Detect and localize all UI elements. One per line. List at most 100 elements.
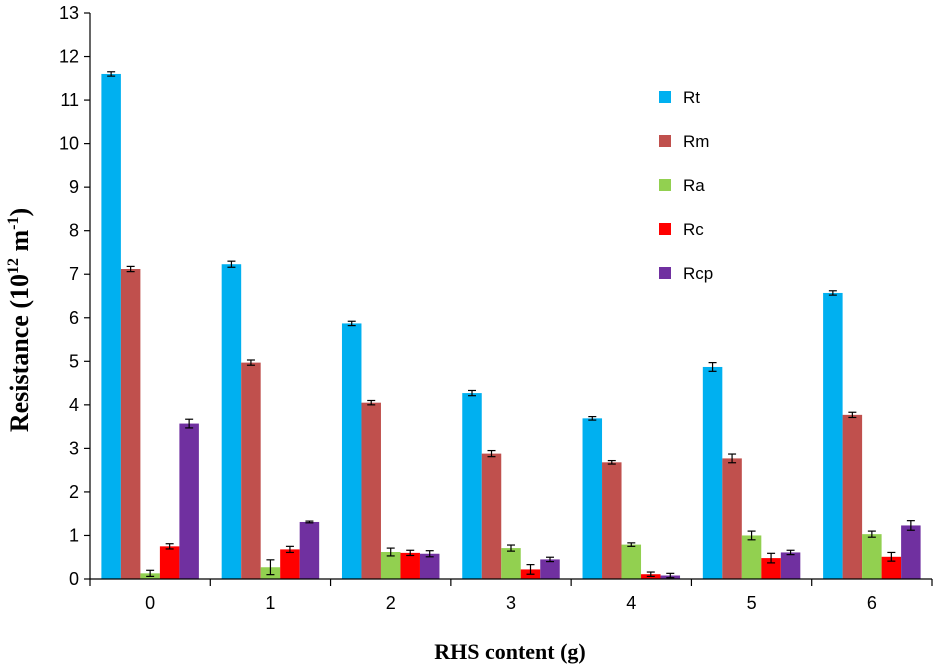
bar-rm: [722, 458, 742, 579]
legend-swatch-rc: [659, 223, 671, 235]
error-bar: [887, 551, 896, 562]
bar-rt: [341, 323, 362, 579]
error-bar: [588, 416, 597, 421]
legend-label-rt: Rt: [683, 88, 700, 107]
error-bar: [266, 559, 275, 576]
bar-ra: [380, 552, 401, 579]
legend: Rt Rm Ra Rc Rcp: [659, 88, 713, 283]
x-axis-title: RHS content (g): [434, 639, 586, 664]
error-bar: [867, 530, 876, 538]
error-bar: [767, 552, 776, 564]
error-bar: [107, 71, 116, 77]
bar-rm: [602, 462, 622, 579]
y-tick-label: 0: [69, 569, 79, 589]
bar-ra: [862, 534, 882, 579]
error-bar: [146, 569, 155, 577]
bar-rt: [702, 366, 723, 579]
legend-label-rc: Rc: [683, 220, 704, 239]
error-bar: [786, 549, 795, 556]
bar-rc: [400, 552, 420, 579]
bar-ra: [741, 535, 762, 579]
y-tick-label: 13: [59, 3, 79, 23]
bar-ra: [621, 544, 642, 579]
y-axis-title-sup2: -1: [5, 217, 22, 230]
y-tick-label: 9: [69, 177, 79, 197]
legend-label-rm: Rm: [683, 132, 709, 151]
bar-rcp: [540, 559, 560, 579]
bar-rm: [120, 269, 141, 579]
y-tick-label: 4: [69, 395, 79, 415]
y-axis-title: Resistance (1012 m-1): [5, 208, 34, 432]
bar-rt: [101, 73, 121, 579]
bar-rm: [241, 362, 261, 579]
bar-rc: [280, 549, 300, 579]
legend-label-ra: Ra: [683, 176, 705, 195]
bars-layer: [101, 73, 921, 579]
legend-label-rcp: Rcp: [683, 264, 713, 283]
legend-swatch-rcp: [659, 267, 671, 279]
bar-rt: [221, 264, 242, 579]
error-bar: [227, 260, 236, 268]
error-bar: [607, 459, 616, 465]
y-tick-label: 10: [59, 134, 79, 154]
error-bar: [285, 545, 294, 554]
y-axis-title-mid: m: [5, 230, 34, 259]
error-bar: [507, 544, 515, 552]
bar-rc: [159, 546, 180, 579]
error-bar: [848, 411, 857, 419]
y-tick-label: 1: [69, 525, 79, 545]
bar-rt: [823, 292, 843, 579]
bar-rcp: [901, 525, 921, 579]
error-bar: [468, 389, 476, 397]
legend-swatch-rm: [659, 135, 671, 147]
error-bar: [906, 520, 915, 531]
y-axis-title-main: Resistance (10: [5, 274, 34, 432]
x-tick-label: 4: [626, 593, 636, 613]
x-axis-ticks: 0 1 2 3 4 5 6: [89, 579, 933, 613]
error-bar: [406, 549, 415, 557]
error-bar: [646, 571, 655, 577]
bar-rcp: [419, 553, 440, 579]
error-bar: [708, 362, 717, 372]
error-bar: [627, 542, 636, 547]
error-bar: [728, 453, 737, 464]
y-tick-label: 11: [60, 90, 79, 110]
error-bar: [747, 530, 756, 541]
x-tick-label: 5: [747, 593, 757, 613]
error-bar: [386, 547, 395, 557]
error-bar: [546, 556, 554, 563]
y-tick-label: 12: [59, 47, 79, 67]
error-bar: [828, 290, 837, 296]
bar-rcp: [299, 521, 320, 579]
x-tick-label: 2: [386, 593, 396, 613]
bar-ra: [501, 548, 521, 579]
y-tick-label: 2: [69, 482, 79, 502]
y-tick-label: 8: [69, 221, 79, 241]
error-bar: [126, 265, 135, 273]
bar-rc: [761, 558, 781, 579]
bar-rt: [462, 393, 482, 579]
y-axis-title-end: ): [5, 208, 34, 217]
error-bar: [305, 520, 314, 524]
x-tick-label: 0: [145, 593, 155, 613]
y-axis-title-sup1: 12: [5, 258, 22, 274]
error-bar: [666, 572, 675, 579]
bar-rm: [842, 414, 863, 579]
y-tick-label: 5: [69, 351, 79, 371]
bar-rm: [481, 453, 502, 579]
error-bar: [165, 543, 174, 550]
y-tick-label: 3: [69, 438, 79, 458]
error-bar: [347, 320, 356, 327]
bar-rc: [881, 556, 902, 579]
x-tick-label: 3: [506, 593, 516, 613]
error-bar: [246, 359, 255, 366]
y-tick-label: 7: [69, 264, 79, 284]
error-bar: [487, 449, 496, 458]
bar-rcp: [780, 552, 801, 579]
legend-swatch-rt: [659, 91, 671, 103]
error-bar: [185, 418, 194, 429]
x-tick-label: 6: [867, 593, 877, 613]
legend-swatch-ra: [659, 179, 671, 191]
